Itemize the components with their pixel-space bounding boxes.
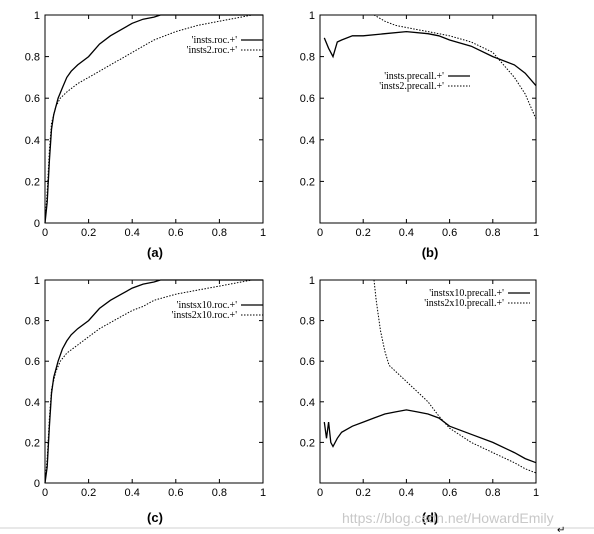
y-tick-label: 0.8 (25, 316, 40, 328)
legend-label: 'insts2x10.precall.+' (424, 298, 504, 309)
plot-frame (319, 279, 537, 484)
legend-label: 'insts.roc.+' (192, 35, 238, 46)
y-tick-label: 0.6 (300, 356, 315, 368)
panel-d: 0 0.2 0.4 0.6 0.8 1 0.2 0.4 0.6 0.8 1 'instsx10.pre… (300, 275, 539, 525)
x-tick-label: 0.2 (81, 487, 96, 499)
y-tick-label: 0.6 (300, 93, 315, 105)
series-line-2 (373, 14, 537, 120)
y-tick-label: 0.8 (300, 316, 315, 328)
x-tick-label: 1 (533, 487, 539, 499)
y-tick-label: 0.6 (25, 93, 40, 105)
x-tick-label: 0.6 (168, 487, 183, 499)
y-tick-label: 0.2 (300, 176, 315, 188)
legend-label: 'insts2x10.roc.+' (172, 310, 238, 321)
y-tick-label: 1 (34, 275, 40, 287)
series-line-2 (373, 279, 537, 474)
x-tick-label: 0 (317, 227, 323, 239)
panel-caption: (c) (147, 510, 163, 525)
x-tick-label: 1 (260, 227, 266, 239)
y-tick-label: 0.2 (300, 437, 315, 449)
series-line-1 (323, 30, 537, 87)
panel-caption: (a) (147, 245, 163, 260)
y-tick-label: 0 (34, 478, 40, 490)
series-line-2 (44, 279, 263, 484)
x-tick-label: 0 (317, 487, 323, 499)
x-tick-label: 0.2 (356, 227, 371, 239)
plot-frame (319, 14, 537, 224)
x-tick-label: 0.8 (212, 487, 227, 499)
x-tick-label: 0.8 (485, 487, 500, 499)
y-tick-label: 0.4 (25, 135, 40, 147)
series-line-1 (323, 409, 537, 464)
x-tick-label: 1 (260, 487, 266, 499)
x-tick-label: 0.4 (399, 487, 414, 499)
y-tick-label: 0.2 (25, 176, 40, 188)
y-tick-label: 1 (309, 10, 315, 22)
x-tick-label: 0.6 (168, 227, 183, 239)
x-tick-label: 0.2 (81, 227, 96, 239)
series-line-1 (44, 14, 263, 224)
y-tick-label: 1 (34, 10, 40, 22)
panel-caption: (d) (422, 510, 439, 525)
series-line-2 (44, 14, 263, 224)
y-tick-label: 0.4 (300, 135, 315, 147)
series-line-1 (44, 279, 263, 484)
panel-caption: (b) (422, 245, 439, 260)
panel-b: 0 0.2 0.4 0.6 0.8 1 0.2 0.4 0.6 0.8 1 'insts.precal… (300, 10, 539, 260)
plot-frame (44, 279, 264, 484)
panel-c: 0 0.2 0.4 0.6 0.8 1 0 0.2 0.4 0.6 0.8 1 'instsx10.ro… (25, 275, 266, 525)
legend-label: 'insts2.roc.+' (187, 45, 238, 56)
y-tick-label: 0.8 (300, 52, 315, 64)
x-tick-label: 0.8 (485, 227, 500, 239)
x-tick-label: 1 (533, 227, 539, 239)
y-tick-label: 0.8 (25, 52, 40, 64)
x-tick-label: 0.6 (442, 487, 457, 499)
y-tick-label: 1 (309, 275, 315, 287)
legend-label: 'insts2.precall.+' (379, 81, 444, 92)
x-tick-label: 0.8 (212, 227, 227, 239)
y-tick-label: 0.4 (300, 397, 315, 409)
return-glyph: ↵ (557, 525, 565, 534)
legend-label: 'insts.precall.+' (384, 71, 444, 82)
y-tick-label: 0.6 (25, 356, 40, 368)
y-tick-label: 0.2 (25, 437, 40, 449)
x-tick-label: 0 (42, 487, 48, 499)
x-tick-label: 0.2 (356, 487, 371, 499)
x-tick-label: 0.4 (125, 227, 140, 239)
legend-label: 'instsx10.precall.+' (429, 288, 504, 299)
x-tick-label: 0.6 (442, 227, 457, 239)
legend-label: 'instsx10.roc.+' (177, 300, 238, 311)
x-tick-label: 0.4 (125, 487, 140, 499)
watermark-text: https://blog.csdn.net/HowardEmily (342, 510, 554, 526)
x-tick-label: 0.4 (399, 227, 414, 239)
x-tick-label: 0 (42, 227, 48, 239)
y-tick-label: 0.4 (25, 397, 40, 409)
panel-a: 0 0.2 0.4 0.6 0.8 1 0 0.2 0.4 0.6 0.8 1 'insts.roc.+… (25, 10, 266, 260)
y-tick-label: 0 (34, 218, 40, 230)
plot-frame (44, 14, 264, 224)
